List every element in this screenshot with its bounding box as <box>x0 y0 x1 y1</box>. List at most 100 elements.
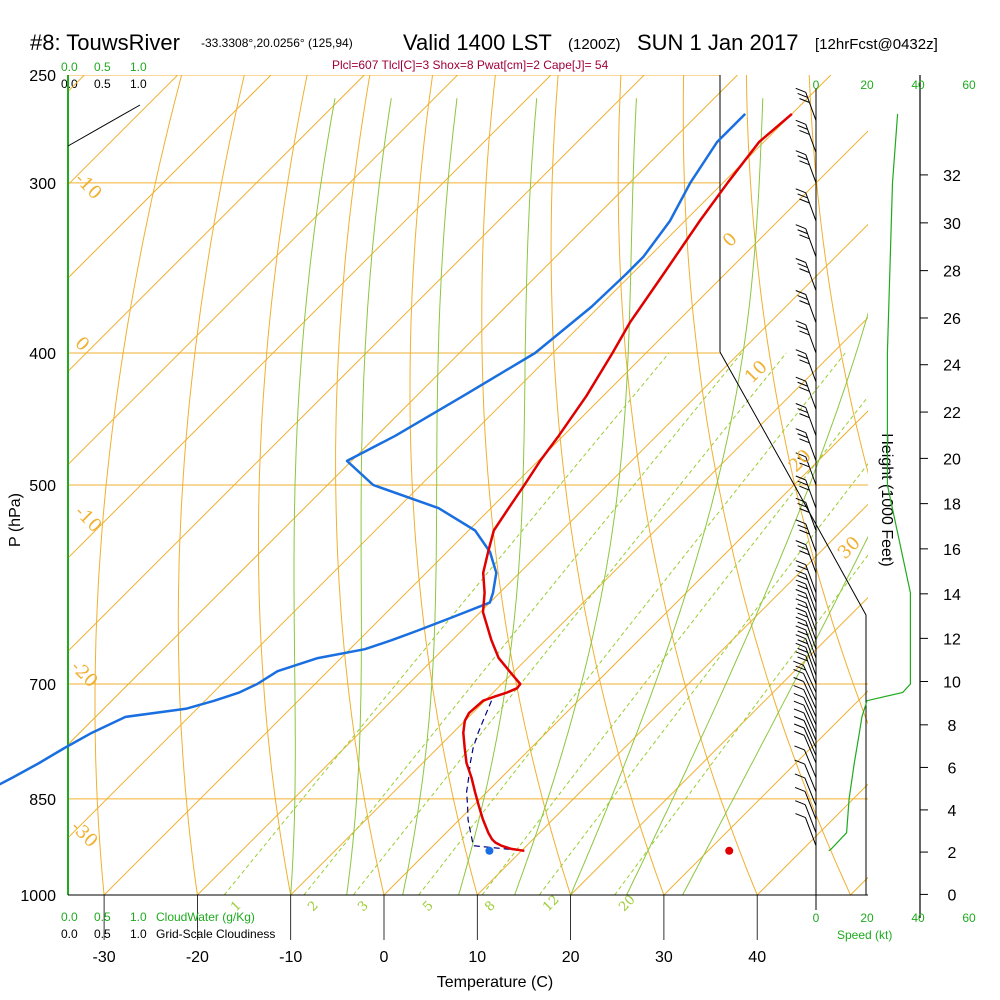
isotherm-line <box>68 75 738 746</box>
forecast-info: [12hrFcst@0432z] <box>815 36 938 53</box>
wind-barb-feather <box>797 612 808 618</box>
wind-barb-feather <box>793 692 804 698</box>
wind-barb <box>795 800 817 833</box>
temperature-tick-label: 20 <box>562 949 580 966</box>
wind-barb-feather <box>795 428 806 434</box>
wind-barb-feather <box>795 258 806 263</box>
height-tick-label: 10 <box>943 674 961 691</box>
wind-barb-feather <box>795 800 806 806</box>
mixing-ratio-label: 20 <box>616 893 638 915</box>
wind-barb-feather <box>793 685 804 690</box>
height-tick-label: 32 <box>943 168 961 185</box>
cloudiness-tick-0: 0.0 <box>61 927 78 941</box>
wind-barb-feather <box>797 656 808 662</box>
dry-adiabat-label: 0 <box>719 229 742 252</box>
wind-speed-tick-top: 0 <box>813 78 820 92</box>
wind-barb-feather <box>797 621 808 627</box>
wind-barb-feather <box>797 92 808 98</box>
wind-barb-feather <box>797 457 808 463</box>
wind-barb-staff <box>804 777 817 806</box>
isotherm-line <box>290 316 868 895</box>
wind-barb-feather <box>795 150 806 156</box>
wind-barb <box>795 150 817 184</box>
isotherm-line <box>850 876 868 895</box>
wind-barb <box>794 773 817 806</box>
wind-barb-feather <box>795 625 806 631</box>
wind-barb-feather <box>797 502 808 508</box>
wind-barb <box>793 692 817 726</box>
isotherm-line <box>68 75 832 839</box>
wind-speed-tick-bottom: 40 <box>911 911 925 925</box>
moist-adiabat-line <box>290 98 336 895</box>
wind-barb-staff <box>805 407 817 436</box>
wind-barb-staff <box>803 697 817 726</box>
top-scale-green-2: 1.0 <box>130 60 147 74</box>
wind-barb <box>795 87 817 121</box>
isotherm-line <box>197 223 868 895</box>
wind-barb-feather <box>799 485 810 491</box>
wind-barb <box>794 786 817 820</box>
wind-barb-feather <box>793 677 804 682</box>
wind-barb <box>795 540 817 573</box>
mixing-ratio-label: 8 <box>482 898 498 914</box>
dry-adiabat-label: -10 <box>70 502 105 537</box>
mixing-ratio-line <box>614 554 868 895</box>
wind-barb-feather <box>797 594 808 600</box>
wind-barb-feather <box>797 647 808 653</box>
cloud-scale-line <box>67 104 141 147</box>
wind-barb-staff <box>804 817 817 846</box>
wind-barb-feather <box>794 773 806 779</box>
wind-barb <box>793 677 817 710</box>
dry-adiabat-line <box>94 75 183 895</box>
wind-barb <box>795 290 817 323</box>
isotherm-line <box>68 75 272 279</box>
temperature-tick-label: -30 <box>93 949 116 966</box>
wind-barb-feather <box>799 160 810 166</box>
wind-speed-tick-bottom: 0 <box>813 911 820 925</box>
moist-adiabat-line <box>626 311 868 895</box>
wind-barb <box>794 759 817 793</box>
height-tick-label: 6 <box>948 760 957 777</box>
wind-barb-staff <box>803 673 817 701</box>
wind-barb <box>795 452 817 486</box>
wind-barb <box>795 519 817 553</box>
wind-barb-staff <box>803 689 817 718</box>
wind-speed-tick-top: 40 <box>911 78 925 92</box>
wind-barb <box>795 651 817 685</box>
thermo-background-lines <box>68 75 868 895</box>
isotherm-line <box>68 75 552 559</box>
pressure-tick-label: 300 <box>29 176 56 193</box>
wind-barb <box>795 579 817 613</box>
wind-barb <box>795 320 817 354</box>
cloudwater-tick-2: 1.0 <box>130 910 147 924</box>
wind-barb-feather <box>797 408 808 414</box>
wind-barb-staff <box>804 749 817 778</box>
pressure-tick-label: 250 <box>29 68 56 85</box>
wind-barb <box>793 708 817 741</box>
wind-barb-feather <box>797 433 808 439</box>
wind-barb <box>795 625 817 659</box>
cloudwater-label: CloudWater (g/Kg) <box>156 910 255 924</box>
wind-barb-feather <box>795 349 806 355</box>
wind-barb <box>793 668 817 701</box>
cloudiness-label: Grid-Scale Cloudiness <box>156 927 275 941</box>
wind-barb <box>795 589 817 622</box>
wind-speed-panel: 0 20 40 600 20 40 60 <box>719 75 976 925</box>
wind-barb-feather <box>797 381 808 387</box>
wind-barb-feather <box>797 603 808 609</box>
wind-barb-feather <box>799 129 810 135</box>
wind-barb-feather <box>795 497 806 503</box>
wind-barb-staff <box>805 502 817 531</box>
wind-barb <box>794 730 817 764</box>
height-axis-label: Height (1000 Feet) <box>878 433 895 566</box>
wind-barb <box>795 560 817 594</box>
moist-adiabat-line <box>682 535 868 895</box>
wind-barb-staff <box>803 720 817 749</box>
wind-barb-feather <box>799 330 810 336</box>
wind-barb-feather <box>797 639 808 645</box>
wind-barb-feather <box>795 475 806 481</box>
wind-barb-feather <box>799 198 810 204</box>
wind-barb-staff <box>803 735 817 764</box>
